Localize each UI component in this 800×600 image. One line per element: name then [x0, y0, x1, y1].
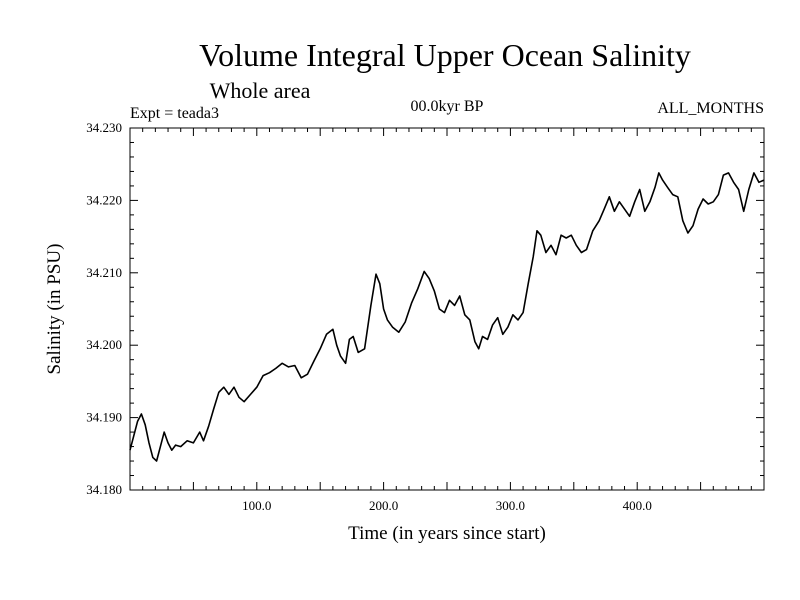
chart-title: Volume Integral Upper Ocean Salinity: [199, 37, 691, 73]
plot-frame: [129, 127, 765, 491]
y-tick-label: 34.200: [86, 337, 122, 352]
months-label: ALL_MONTHS: [657, 100, 764, 117]
x-tick-label: 100.0: [242, 498, 271, 513]
y-tick-label: 34.230: [86, 120, 122, 135]
y-tick-labels: 34.180 34.190 34.200 34.210 34.220 34.230: [86, 120, 122, 497]
y-axis-label: Salinity (in PSU): [44, 244, 65, 375]
y-tick-label: 34.180: [86, 482, 122, 497]
x-tick-label: 400.0: [623, 498, 652, 513]
x-tick-labels: 100.0 200.0 300.0 400.0: [242, 498, 652, 513]
chart-subtitle: Whole area: [210, 78, 311, 103]
x-tick-label: 300.0: [496, 498, 525, 513]
tick-marks: [129, 127, 765, 491]
salinity-series-line: [129, 172, 765, 462]
period-label: 00.0kyr BP: [411, 98, 484, 115]
y-tick-label: 34.210: [86, 265, 122, 280]
x-tick-label: 200.0: [369, 498, 398, 513]
y-tick-label: 34.220: [86, 192, 122, 207]
experiment-label: Expt = teada3: [130, 105, 219, 122]
y-tick-label: 34.190: [86, 410, 122, 425]
x-axis-label: Time (in years since start): [348, 523, 546, 544]
